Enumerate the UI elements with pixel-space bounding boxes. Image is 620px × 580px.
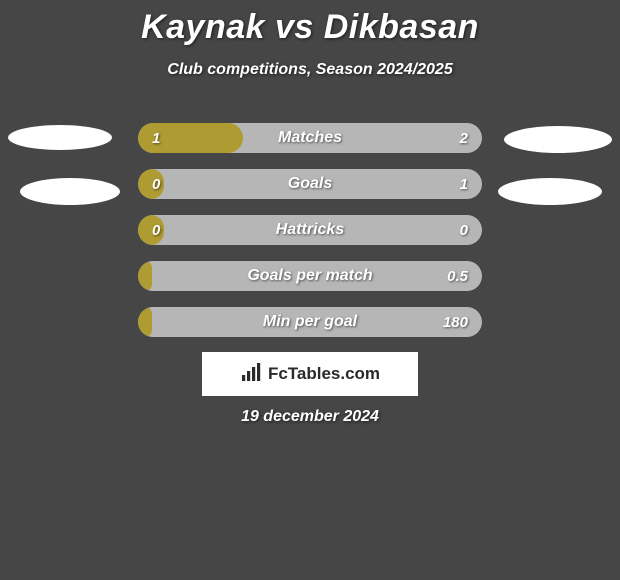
stat-value-right: 0 (460, 215, 468, 245)
team-logo-right-1 (504, 126, 612, 153)
stat-label: Goals per match (138, 261, 482, 291)
team-logo-right-2 (498, 178, 602, 205)
stat-value-right: 2 (460, 123, 468, 153)
page-subtitle: Club competitions, Season 2024/2025 (0, 61, 620, 79)
page-title: Kaynak vs Dikbasan (0, 0, 620, 47)
stat-value-right: 0.5 (447, 261, 468, 291)
stat-value-right: 180 (443, 307, 468, 337)
stat-row: 0 Hattricks 0 (138, 215, 482, 245)
stat-label: Hattricks (138, 215, 482, 245)
stat-row: 0 Goals 1 (138, 169, 482, 199)
footer-date: 19 december 2024 (0, 408, 620, 426)
brand-badge: FcTables.com (202, 352, 418, 396)
stat-label: Matches (138, 123, 482, 153)
comparison-infographic: Kaynak vs Dikbasan Club competitions, Se… (0, 0, 620, 580)
stat-row: Min per goal 180 (138, 307, 482, 337)
stats-chart: 1 Matches 2 0 Goals 1 0 Hattricks 0 Goal… (138, 123, 482, 353)
stat-value-right: 1 (460, 169, 468, 199)
stat-row: 1 Matches 2 (138, 123, 482, 153)
stat-label: Goals (138, 169, 482, 199)
chart-bars-icon (240, 361, 264, 388)
stat-label: Min per goal (138, 307, 482, 337)
team-logo-left-1 (8, 125, 112, 150)
stat-row: Goals per match 0.5 (138, 261, 482, 291)
brand-text: FcTables.com (268, 364, 380, 384)
team-logo-left-2 (20, 178, 120, 205)
